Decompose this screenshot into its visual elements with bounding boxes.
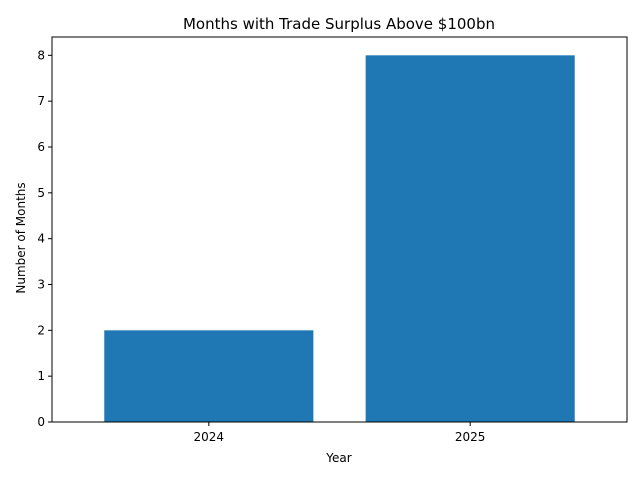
bar-2024: [104, 330, 314, 422]
y-axis: 0 1 2 3 4 5 6 7 8: [37, 48, 52, 429]
y-tick-label: 7: [37, 94, 45, 108]
y-tick-label: 3: [37, 278, 45, 292]
y-tick-label: 6: [37, 140, 45, 154]
y-tick-label: 8: [37, 48, 45, 62]
x-axis: 2024 2025: [194, 422, 486, 444]
plot-area: [51, 36, 628, 423]
chart-title: Months with Trade Surplus Above $100bn: [183, 15, 495, 33]
plot-frame: [51, 36, 628, 423]
x-tick-label: 2025: [455, 430, 486, 444]
y-tick-label: 2: [37, 323, 45, 337]
x-tick-label: 2024: [194, 430, 225, 444]
y-tick-label: 1: [37, 369, 45, 383]
y-tick-label: 5: [37, 186, 45, 200]
x-axis-label: Year: [325, 451, 351, 465]
y-axis-label: Number of Months: [14, 182, 28, 293]
y-tick-label: 4: [37, 232, 45, 246]
y-tick-label: 0: [37, 415, 45, 429]
bar-2025: [365, 55, 575, 422]
